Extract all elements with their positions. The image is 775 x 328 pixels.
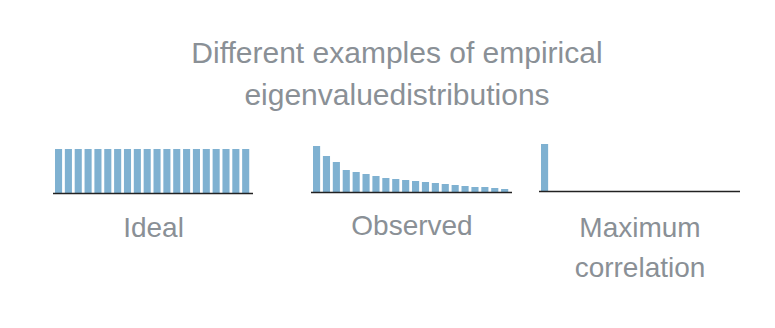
bar <box>382 178 389 192</box>
bar <box>55 149 62 193</box>
bar <box>134 149 141 193</box>
bar <box>541 144 548 191</box>
bar <box>242 149 249 193</box>
bar <box>323 156 330 192</box>
bar <box>442 184 449 192</box>
bars <box>313 146 508 192</box>
bar <box>124 149 131 193</box>
bar <box>203 149 210 193</box>
bar <box>392 179 399 192</box>
chart-label: Maximum correlation <box>530 208 750 288</box>
bar <box>422 182 429 192</box>
bar <box>193 149 200 193</box>
baseline <box>539 191 740 193</box>
bar <box>104 149 111 193</box>
bar <box>363 174 370 192</box>
bar <box>173 149 180 193</box>
chart-label: Ideal <box>44 208 264 248</box>
bar <box>65 149 72 193</box>
bar <box>75 149 82 193</box>
bar <box>85 149 92 193</box>
chart-label: Observed <box>302 206 522 246</box>
bar <box>232 149 239 193</box>
baseline <box>311 192 512 194</box>
bars <box>55 149 249 193</box>
bar <box>372 176 379 192</box>
bar <box>462 186 469 192</box>
bar <box>501 189 508 192</box>
bar <box>412 181 419 192</box>
bar <box>402 180 409 192</box>
bar <box>491 188 498 192</box>
bar <box>452 185 459 192</box>
bar <box>471 187 478 192</box>
bar <box>154 149 161 193</box>
bar <box>313 146 320 192</box>
bar <box>213 149 220 193</box>
bar <box>481 187 488 192</box>
bar <box>343 170 350 192</box>
baseline <box>53 193 253 195</box>
title: Different examples of empirical eigenval… <box>147 32 647 116</box>
bar <box>432 183 439 192</box>
bar <box>114 149 121 193</box>
bar <box>183 149 190 193</box>
bar <box>333 162 340 192</box>
bar <box>222 149 229 193</box>
bar <box>353 172 360 192</box>
bar <box>144 149 151 193</box>
bar <box>94 149 101 193</box>
bar <box>163 149 170 193</box>
bars <box>541 144 548 191</box>
